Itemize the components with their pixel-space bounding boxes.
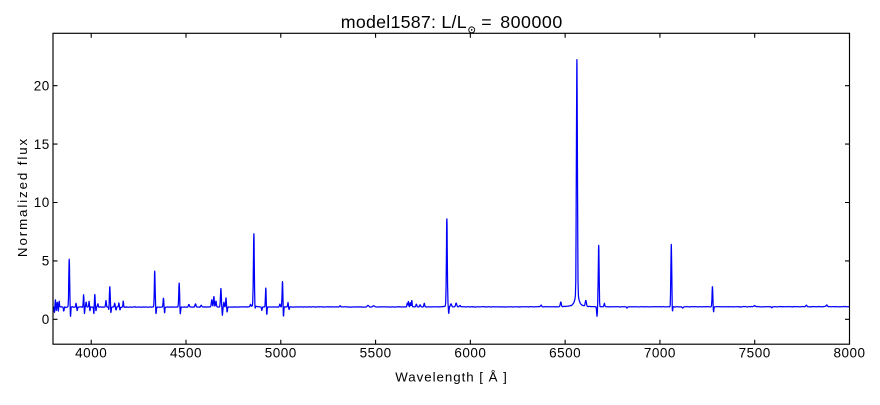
svg-text:5500: 5500 — [360, 346, 392, 361]
svg-text:7000: 7000 — [644, 346, 676, 361]
svg-text:6000: 6000 — [454, 346, 486, 361]
svg-text:800000: 800000 — [500, 12, 563, 32]
svg-text:Wavelength [ Å ]: Wavelength [ Å ] — [395, 369, 508, 384]
svg-text:5000: 5000 — [265, 346, 297, 361]
svg-text:7500: 7500 — [739, 346, 771, 361]
svg-text:5: 5 — [42, 254, 50, 269]
svg-text:20: 20 — [34, 78, 50, 93]
svg-text:model1587: L/L: model1587: L/L — [341, 12, 467, 32]
svg-text:4000: 4000 — [75, 346, 107, 361]
svg-text:8000: 8000 — [833, 346, 865, 361]
svg-text:=: = — [481, 12, 491, 32]
svg-text:10: 10 — [34, 195, 50, 210]
svg-text:4500: 4500 — [170, 346, 202, 361]
svg-text:0: 0 — [42, 312, 50, 327]
svg-text:Normalized flux: Normalized flux — [15, 137, 30, 257]
svg-text:6500: 6500 — [549, 346, 581, 361]
svg-text:15: 15 — [34, 137, 50, 152]
